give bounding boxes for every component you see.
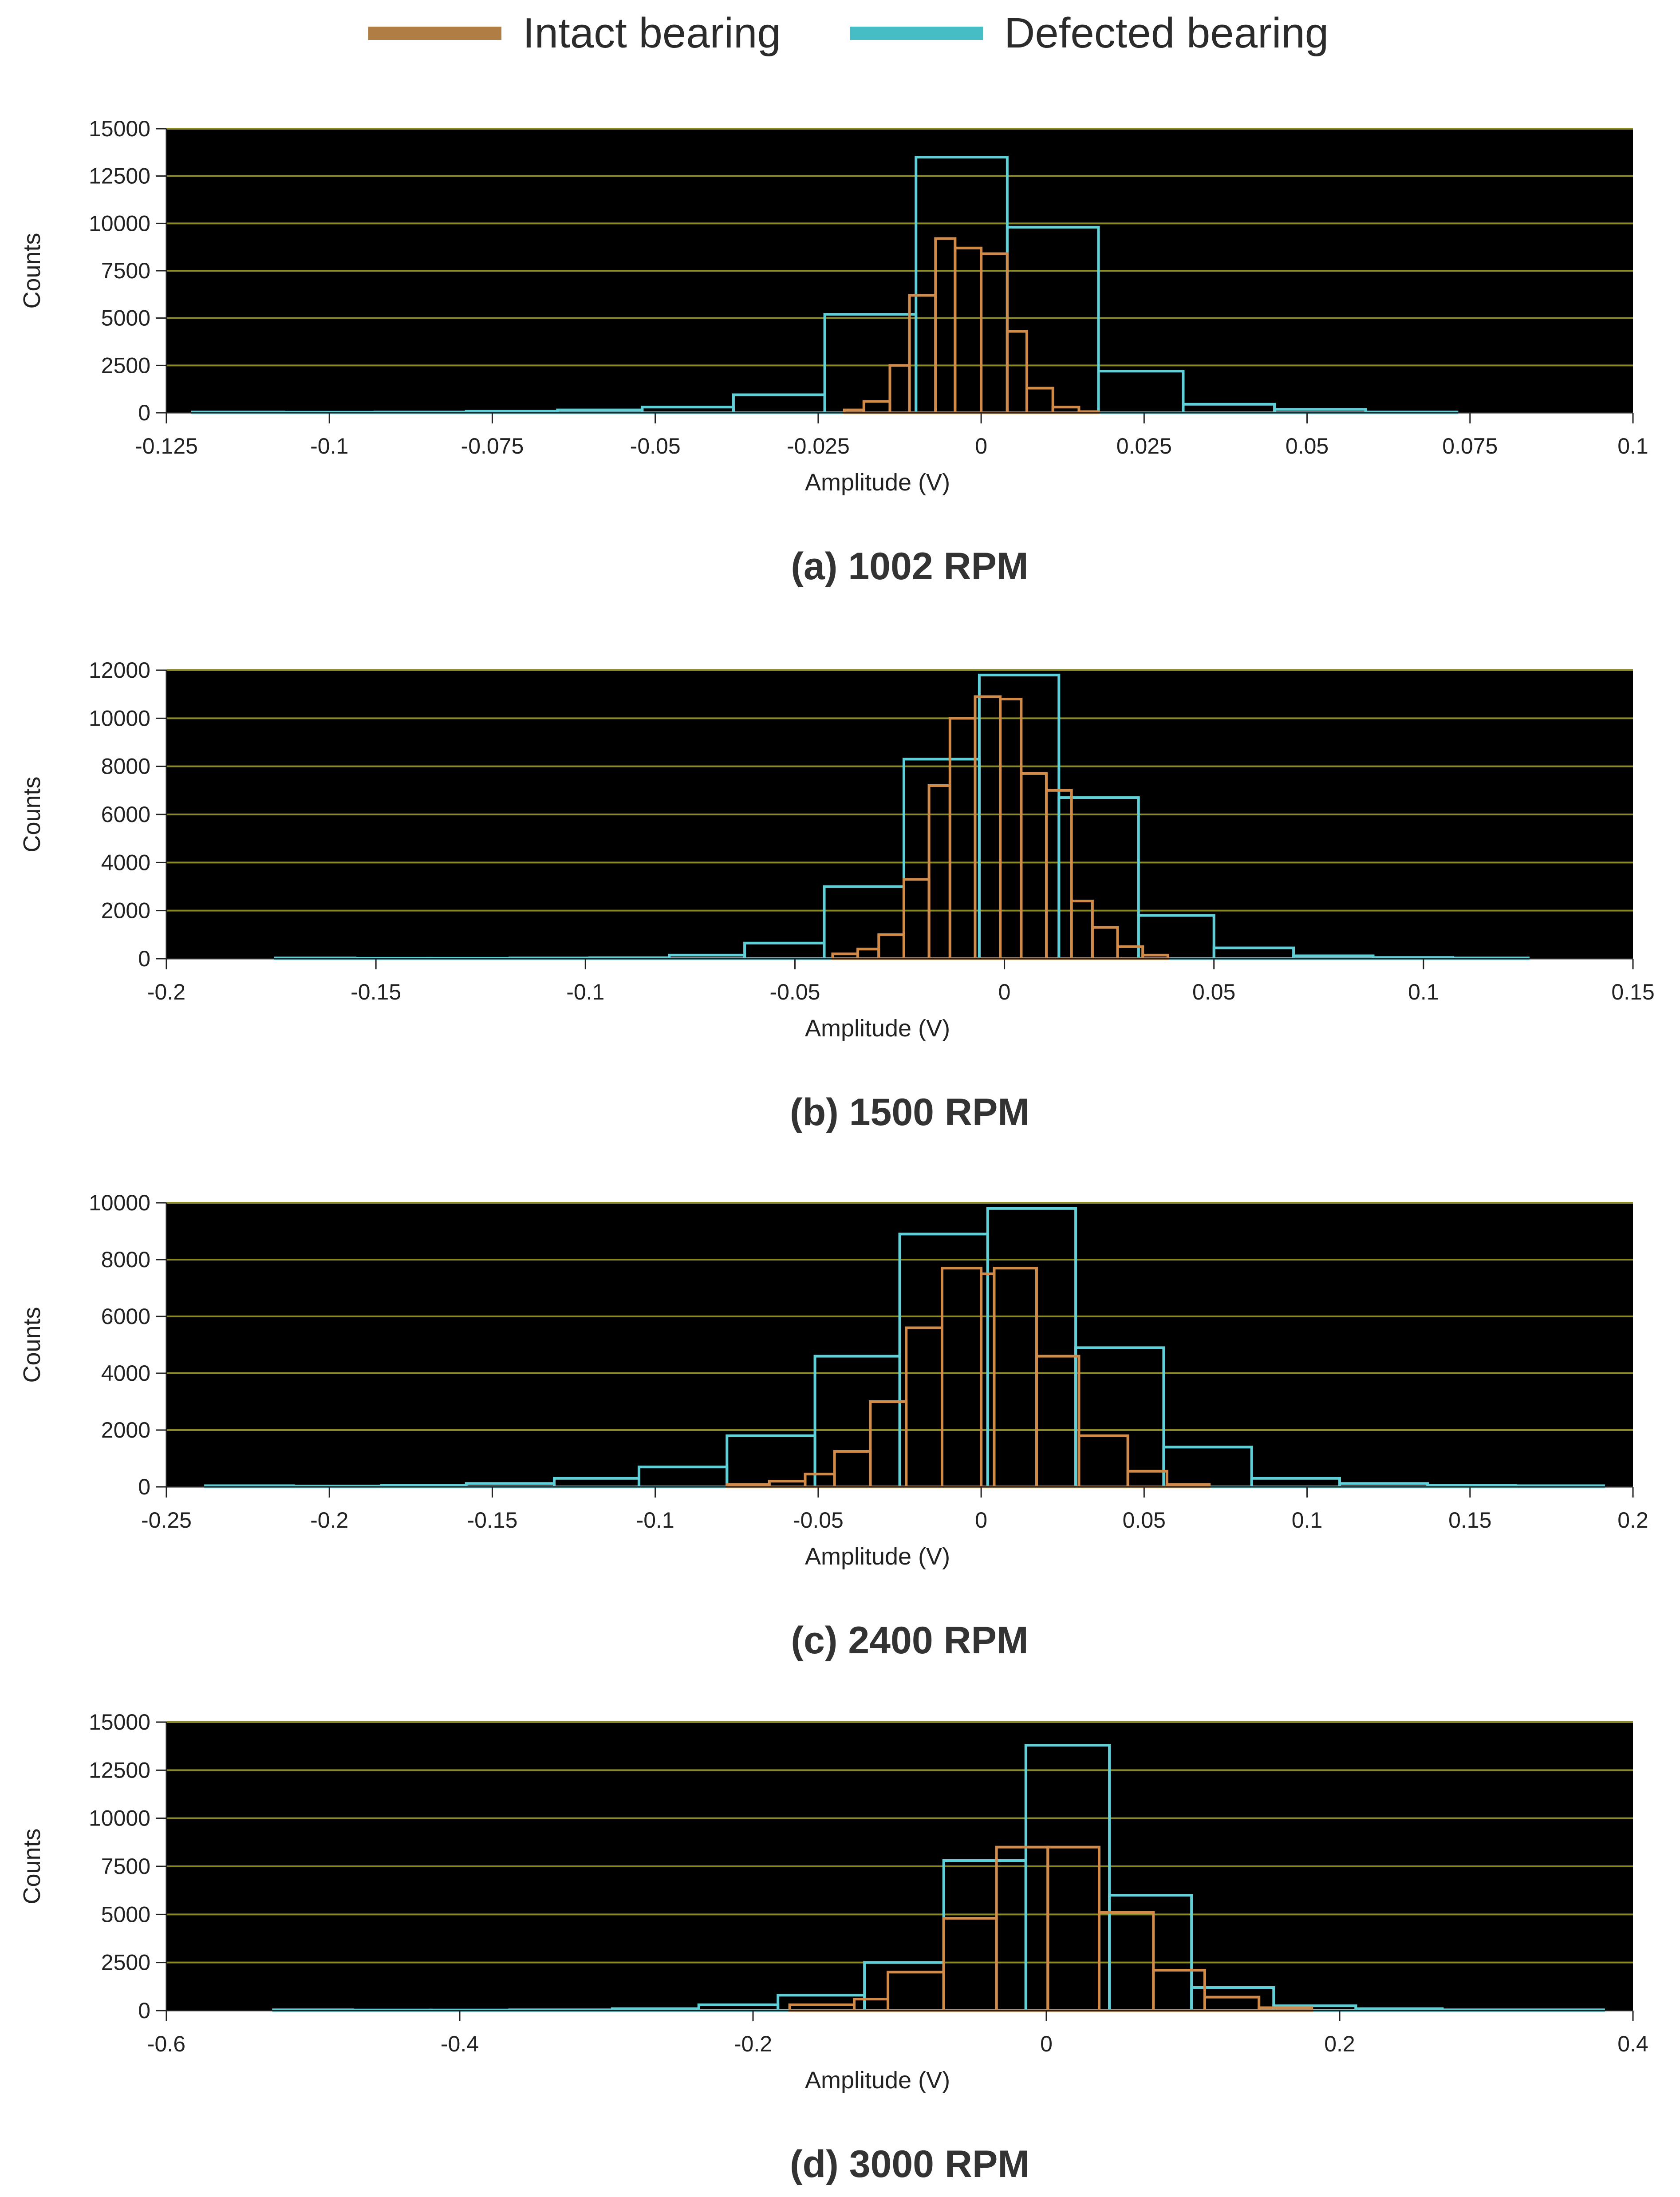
y-tick-label: 2500 (101, 353, 150, 378)
x-tick-label: -0.15 (351, 980, 401, 1004)
chart-caption-2400-rpm: (c) 2400 RPM (791, 1619, 1028, 1662)
y-tick-label: 10000 (89, 1190, 150, 1215)
x-tick-label: 0.05 (1286, 434, 1329, 458)
x-tick-label: 0.2 (1617, 1508, 1648, 1533)
legend-swatch-intact (368, 27, 501, 40)
histogram-chart-1500-rpm: 0 2000 4000 6000 8000 10000 12000 -0.2 -0.15 -0.1… (19, 658, 1655, 1134)
y-tick-label: 2000 (101, 898, 150, 923)
chart-caption-1002-rpm: (a) 1002 RPM (791, 545, 1028, 588)
histogram-chart-1002-rpm: 0 2500 5000 7500 10000 12500 15000 -0.125 -0.1 -0… (19, 116, 1648, 588)
x-axis-title: Amplitude (V) (805, 2067, 950, 2094)
y-axis-title: Counts (19, 233, 45, 308)
y-tick-label: 5000 (101, 1902, 150, 1927)
x-tick-label: 0 (998, 980, 1011, 1004)
x-tick-label: -0.1 (636, 1508, 674, 1533)
x-tick-label: -0.1 (566, 980, 604, 1004)
legend-item-defected: Defected bearing (850, 9, 1329, 58)
x-tick-label: -0.05 (630, 434, 681, 458)
y-tick-label: 10000 (89, 1806, 150, 1831)
x-tick-label: -0.15 (467, 1508, 517, 1533)
x-tick-label: -0.4 (441, 2031, 479, 2056)
x-tick-label: 0.1 (1408, 980, 1439, 1004)
y-tick-label: 12000 (89, 658, 150, 683)
y-tick-label: 12500 (89, 1758, 150, 1782)
x-tick-label: 0.075 (1442, 434, 1498, 458)
y-tick-label: 2500 (101, 1950, 150, 1975)
x-tick-label: 0.15 (1448, 1508, 1491, 1533)
x-axis-title: Amplitude (V) (805, 1015, 950, 1042)
y-axis-title: Counts (19, 1307, 45, 1383)
x-axis-title: Amplitude (V) (805, 1543, 950, 1570)
y-tick-label: 5000 (101, 306, 150, 331)
x-tick-label: 0.2 (1324, 2031, 1355, 2056)
x-tick-label: -0.2 (734, 2031, 772, 2056)
y-tick-label: 7500 (101, 1854, 150, 1879)
x-tick-label: -0.05 (793, 1508, 844, 1533)
x-axis-title: Amplitude (V) (805, 469, 950, 496)
histogram-chart-3000-rpm: 0 2500 5000 7500 10000 12500 15000 -0.6 -0.4 -0.2… (19, 1710, 1648, 2185)
y-tick-label: 10000 (89, 706, 150, 731)
x-tick-label: 0 (975, 1508, 987, 1533)
legend-item-intact: Intact bearing (368, 9, 781, 58)
x-tick-label: 0 (1040, 2031, 1053, 2056)
y-tick-label: 0 (138, 1998, 150, 2023)
chart-caption-1500-rpm: (b) 1500 RPM (790, 1091, 1029, 1134)
y-tick-label: 4000 (101, 850, 150, 875)
y-tick-label: 7500 (101, 258, 150, 283)
y-tick-label: 4000 (101, 1361, 150, 1386)
y-tick-label: 6000 (101, 802, 150, 827)
x-tick-label: -0.125 (135, 434, 198, 458)
y-tick-label: 8000 (101, 754, 150, 779)
legend-label-defected: Defected bearing (1004, 9, 1329, 57)
y-tick-label: 0 (138, 946, 150, 971)
x-tick-label: 0.4 (1617, 2031, 1648, 2056)
y-axis-title: Counts (19, 1828, 45, 1904)
legend-swatch-defected (850, 27, 983, 40)
x-tick-label: -0.2 (310, 1508, 348, 1533)
y-tick-label: 15000 (89, 1710, 150, 1735)
x-tick-label: 0.1 (1292, 1508, 1323, 1533)
x-tick-label: -0.25 (141, 1508, 192, 1533)
y-tick-label: 0 (138, 1474, 150, 1499)
y-tick-label: 12500 (89, 164, 150, 189)
x-tick-label: 0.025 (1116, 434, 1172, 458)
x-tick-label: -0.075 (461, 434, 524, 458)
x-tick-label: 0.05 (1123, 1508, 1166, 1533)
x-tick-label: 0 (975, 434, 987, 458)
chart-legend: Intact bearing Defected bearing (0, 0, 1680, 71)
x-tick-label: 0.15 (1611, 980, 1654, 1004)
legend-label-intact: Intact bearing (523, 9, 781, 57)
y-tick-label: 2000 (101, 1418, 150, 1442)
chart-caption-3000-rpm: (d) 3000 RPM (790, 2143, 1029, 2185)
y-tick-label: 8000 (101, 1247, 150, 1272)
y-tick-label: 6000 (101, 1304, 150, 1329)
x-tick-label: -0.1 (310, 434, 348, 458)
y-tick-label: 15000 (89, 116, 150, 141)
y-tick-label: 10000 (89, 211, 150, 236)
y-tick-label: 0 (138, 400, 150, 425)
x-tick-label: -0.2 (147, 980, 185, 1004)
x-tick-label: -0.6 (147, 2031, 185, 2056)
x-tick-label: 0.05 (1192, 980, 1235, 1004)
x-tick-label: -0.05 (769, 980, 820, 1004)
x-tick-label: 0.1 (1617, 434, 1648, 458)
histogram-chart-2400-rpm: 0 2000 4000 6000 8000 10000 -0.25 -0.2 -0.15 -0.1… (19, 1190, 1648, 1662)
y-axis-title: Counts (19, 776, 45, 852)
x-tick-label: -0.025 (787, 434, 850, 458)
